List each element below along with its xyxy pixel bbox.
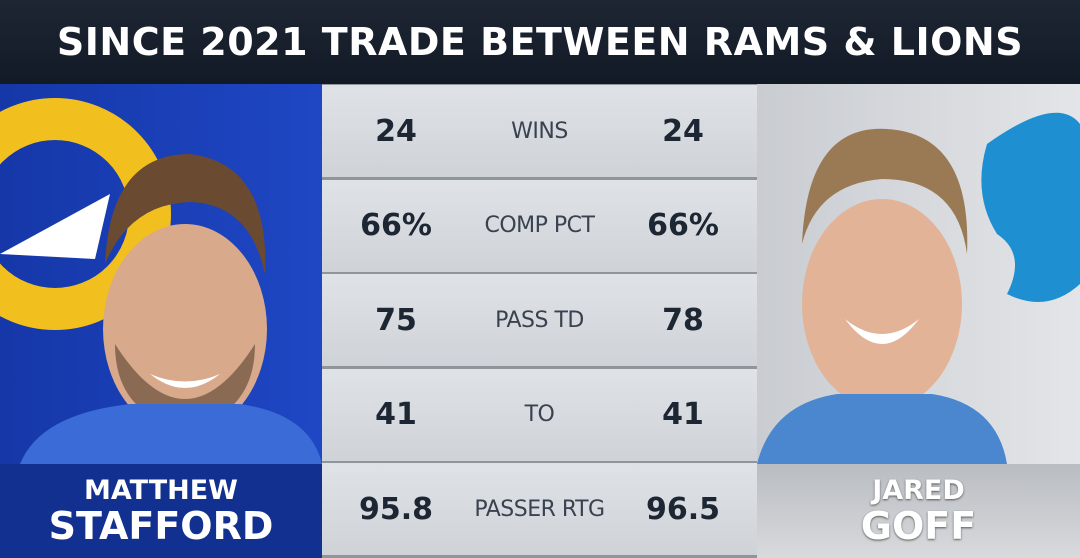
left-player-panel: MATTHEW STAFFORD (0, 84, 322, 558)
right-value: 66% (647, 208, 719, 243)
right-player-panel: JARED GOFF (757, 84, 1080, 558)
stat-row: 95.8 PASSER RTG 96.5 (322, 463, 757, 555)
left-value: 41 (375, 397, 417, 432)
right-value: 41 (662, 397, 704, 432)
stat-label: PASS TD (495, 307, 584, 333)
stat-row: 75 PASS TD 78 (322, 274, 757, 366)
stat-label: PASSER RTG (474, 496, 605, 522)
left-value: 66% (360, 208, 432, 243)
stat-label: COMP PCT (484, 213, 596, 238)
right-player-art (757, 112, 1080, 464)
stat-row: 66% COMP PCT 66% (322, 179, 757, 272)
left-player-art (0, 98, 322, 464)
first-name: JARED (872, 475, 965, 506)
right-value: 96.5 (645, 491, 721, 527)
right-value: 24 (662, 113, 704, 149)
stat-row: 41 TO 41 (322, 368, 757, 461)
stat-row: 24 WINS 24 (322, 85, 757, 177)
stats-table: 24 WINS 24 66% COMP PCT 66% 75 PASS TD 78 41 TO 41 9… (322, 84, 757, 558)
left-value: 24 (375, 113, 417, 149)
last-name: STAFFORD (48, 504, 274, 548)
stat-label: TO (524, 402, 555, 427)
last-name: GOFF (860, 504, 977, 548)
right-value: 78 (662, 302, 704, 338)
left-value: 95.8 (358, 491, 434, 527)
stat-label: WINS (511, 118, 568, 144)
right-player-name: JARED GOFF (757, 464, 1080, 558)
first-name: MATTHEW (84, 475, 238, 506)
left-value: 75 (375, 302, 417, 338)
title: SINCE 2021 TRADE BETWEEN RAMS & LIONS (0, 0, 1080, 84)
left-player-name: MATTHEW STAFFORD (0, 464, 322, 558)
